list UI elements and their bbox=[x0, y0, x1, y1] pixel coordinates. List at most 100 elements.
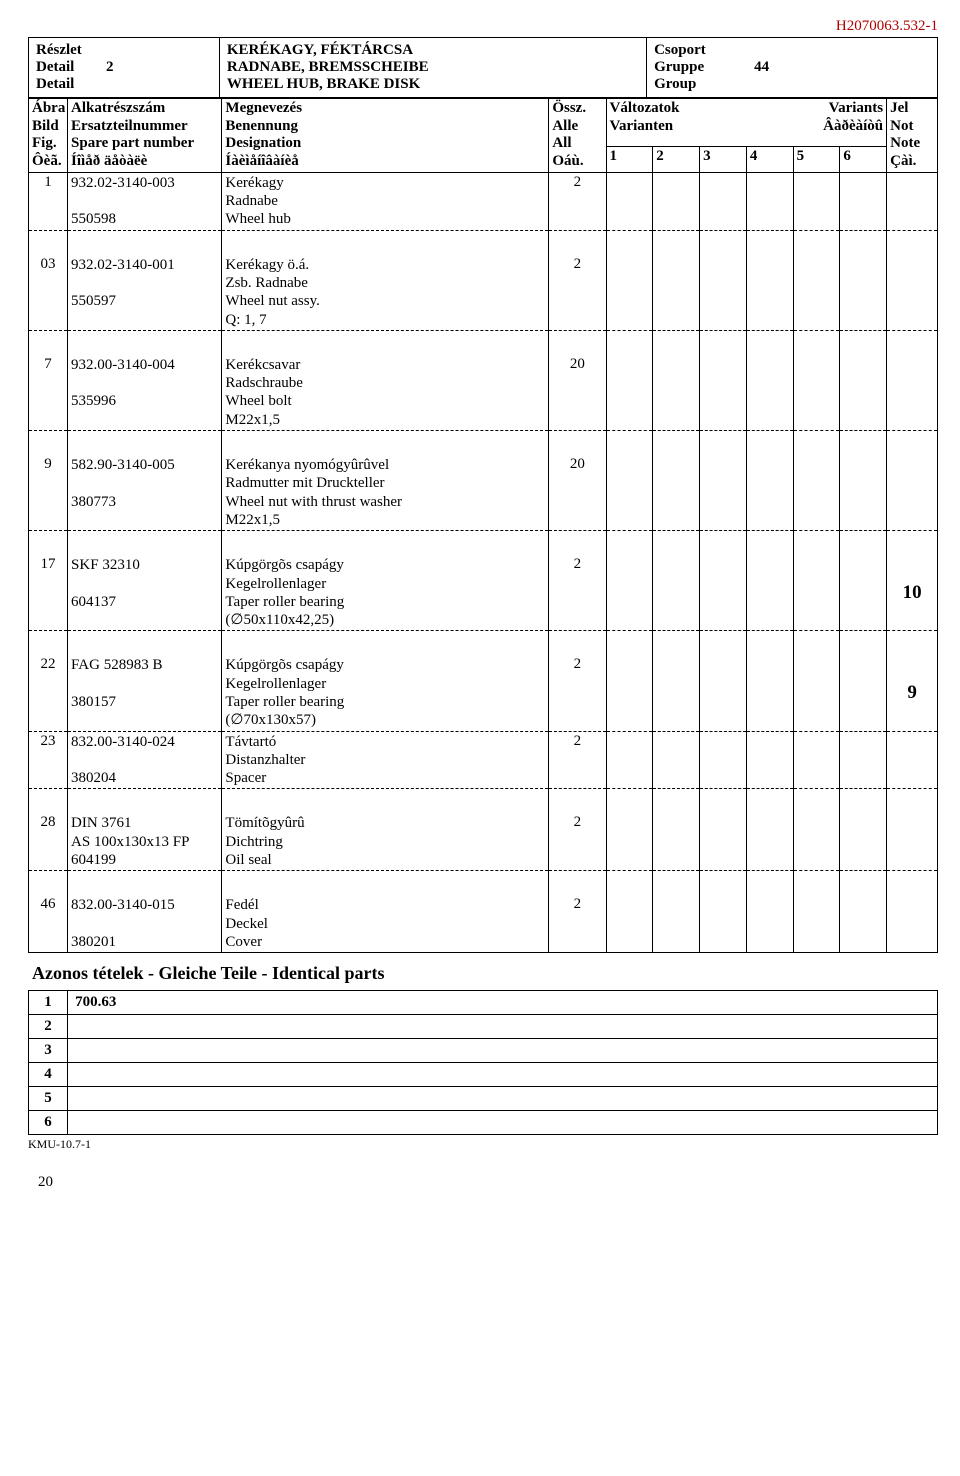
cell-qty: 2 bbox=[549, 813, 606, 870]
cell-designation: KerékcsavarRadschraubeWheel boltM22x1,5 bbox=[222, 355, 549, 431]
title-line: KERÉKAGY, FÉKTÁRCSA bbox=[227, 42, 639, 59]
cell-note bbox=[887, 731, 938, 789]
spacer-row bbox=[29, 431, 938, 456]
group-label: Csoport bbox=[654, 42, 754, 59]
col-all: Össz.AlleAllOáù. bbox=[549, 99, 606, 173]
cell-qty: 20 bbox=[549, 355, 606, 431]
cell-variant bbox=[700, 895, 747, 952]
cell-variant bbox=[746, 255, 793, 331]
cell-variant bbox=[840, 355, 887, 431]
cell-designation: Kúpgörgõs csapágyKegelrollenlagerTaper r… bbox=[222, 555, 549, 631]
cell-part: SKF 32310 604137 bbox=[68, 555, 222, 631]
cell-fig: 7 bbox=[29, 355, 68, 431]
cell-variant bbox=[653, 813, 700, 870]
cell-note bbox=[887, 172, 938, 230]
cell-qty: 20 bbox=[549, 455, 606, 531]
cell-designation: Kerékanya nyomógyûrûvelRadmutter mit Dru… bbox=[222, 455, 549, 531]
cell-variant bbox=[793, 455, 840, 531]
cell-variant bbox=[793, 731, 840, 789]
cell-designation: FedélDeckelCover bbox=[222, 895, 549, 952]
cell-note: 10 bbox=[887, 555, 938, 631]
col-var-2: 2 bbox=[653, 147, 700, 172]
cell-note bbox=[887, 455, 938, 531]
cell-variant bbox=[746, 655, 793, 731]
cell-variant bbox=[793, 255, 840, 331]
detail-label: Detail bbox=[36, 76, 106, 93]
cell-part: 932.00-3140-004 535996 bbox=[68, 355, 222, 431]
table-row: 46832.00-3140-015 380201FedélDeckelCover… bbox=[29, 895, 938, 952]
cell-variant bbox=[746, 731, 793, 789]
parts-table: ÁbraBildFig.Ôèã. AlkatrészszámErsatzteil… bbox=[28, 98, 938, 953]
cell-variant bbox=[700, 731, 747, 789]
cell-qty: 2 bbox=[549, 172, 606, 230]
cell-fig: 22 bbox=[29, 655, 68, 731]
cell-variant bbox=[840, 731, 887, 789]
table-row: 28DIN 3761AS 100x130x13 FP604199Tömítõgy… bbox=[29, 813, 938, 870]
cell-variant bbox=[606, 813, 653, 870]
cell-part: FAG 528983 B 380157 bbox=[68, 655, 222, 731]
footer-id: KMU-10.7-1 bbox=[28, 1137, 938, 1152]
cell-note bbox=[887, 255, 938, 331]
identical-index: 5 bbox=[29, 1087, 68, 1111]
identical-row: 3 bbox=[29, 1039, 938, 1063]
cell-variant bbox=[700, 555, 747, 631]
col-var-1: 1 bbox=[606, 147, 653, 172]
identical-row: 4 bbox=[29, 1063, 938, 1087]
cell-part: DIN 3761AS 100x130x13 FP604199 bbox=[68, 813, 222, 870]
cell-variant bbox=[840, 813, 887, 870]
col-note: JelNotNoteÇàì. bbox=[887, 99, 938, 173]
group-value: 44 bbox=[754, 59, 769, 76]
identical-index: 2 bbox=[29, 1015, 68, 1039]
cell-fig: 28 bbox=[29, 813, 68, 870]
cell-part: 832.00-3140-024 380204 bbox=[68, 731, 222, 789]
cell-designation: Kúpgörgõs csapágyKegelrollenlagerTaper r… bbox=[222, 655, 549, 731]
header-table: Részlet Detail2 Detail KERÉKAGY, FÉKTÁRC… bbox=[28, 37, 938, 98]
cell-variant bbox=[653, 895, 700, 952]
col-var-4: 4 bbox=[746, 147, 793, 172]
cell-variant bbox=[793, 895, 840, 952]
col-var-5: 5 bbox=[793, 147, 840, 172]
table-row: 23832.00-3140-024 380204TávtartóDistanzh… bbox=[29, 731, 938, 789]
cell-note bbox=[887, 813, 938, 870]
cell-variant bbox=[840, 172, 887, 230]
cell-variant bbox=[746, 172, 793, 230]
table-row: 7932.00-3140-004 535996KerékcsavarRadsch… bbox=[29, 355, 938, 431]
document-id: H2070063.532-1 bbox=[28, 18, 938, 35]
cell-variant bbox=[840, 555, 887, 631]
cell-fig: 03 bbox=[29, 255, 68, 331]
identical-value: 700.63 bbox=[68, 991, 938, 1015]
cell-variant bbox=[700, 455, 747, 531]
group-label: Gruppe bbox=[654, 59, 754, 76]
cell-variant bbox=[793, 172, 840, 230]
title-line: WHEEL HUB, BRAKE DISK bbox=[227, 76, 639, 93]
group-label: Group bbox=[654, 76, 754, 93]
cell-variant bbox=[840, 655, 887, 731]
identical-value bbox=[68, 1015, 938, 1039]
cell-variant bbox=[606, 355, 653, 431]
identical-value bbox=[68, 1063, 938, 1087]
cell-designation: Kerékagy ö.á.Zsb. RadnabeWheel nut assy.… bbox=[222, 255, 549, 331]
cell-variant bbox=[606, 895, 653, 952]
identical-parts-heading: Azonos tételek - Gleiche Teile - Identic… bbox=[28, 953, 938, 990]
cell-variant bbox=[746, 455, 793, 531]
cell-variant bbox=[653, 731, 700, 789]
cell-qty: 2 bbox=[549, 255, 606, 331]
detail-label: Detail bbox=[36, 59, 106, 76]
detail-value: 2 bbox=[106, 59, 114, 76]
cell-qty: 2 bbox=[549, 895, 606, 952]
table-row: 03932.02-3140-001 550597Kerékagy ö.á.Zsb… bbox=[29, 255, 938, 331]
cell-qty: 2 bbox=[549, 655, 606, 731]
col-part: AlkatrészszámErsatzteilnummerSpare part … bbox=[68, 99, 222, 173]
cell-variant bbox=[606, 172, 653, 230]
cell-fig: 9 bbox=[29, 455, 68, 531]
identical-row: 2 bbox=[29, 1015, 938, 1039]
cell-variant bbox=[793, 555, 840, 631]
cell-variant bbox=[606, 555, 653, 631]
header-detail-cell: Részlet Detail2 Detail bbox=[29, 38, 220, 98]
table-row: 22FAG 528983 B 380157Kúpgörgõs csapágyKe… bbox=[29, 655, 938, 731]
cell-fig: 1 bbox=[29, 172, 68, 230]
cell-variant bbox=[700, 172, 747, 230]
cell-part: 832.00-3140-015 380201 bbox=[68, 895, 222, 952]
cell-variant bbox=[606, 255, 653, 331]
identical-value bbox=[68, 1087, 938, 1111]
